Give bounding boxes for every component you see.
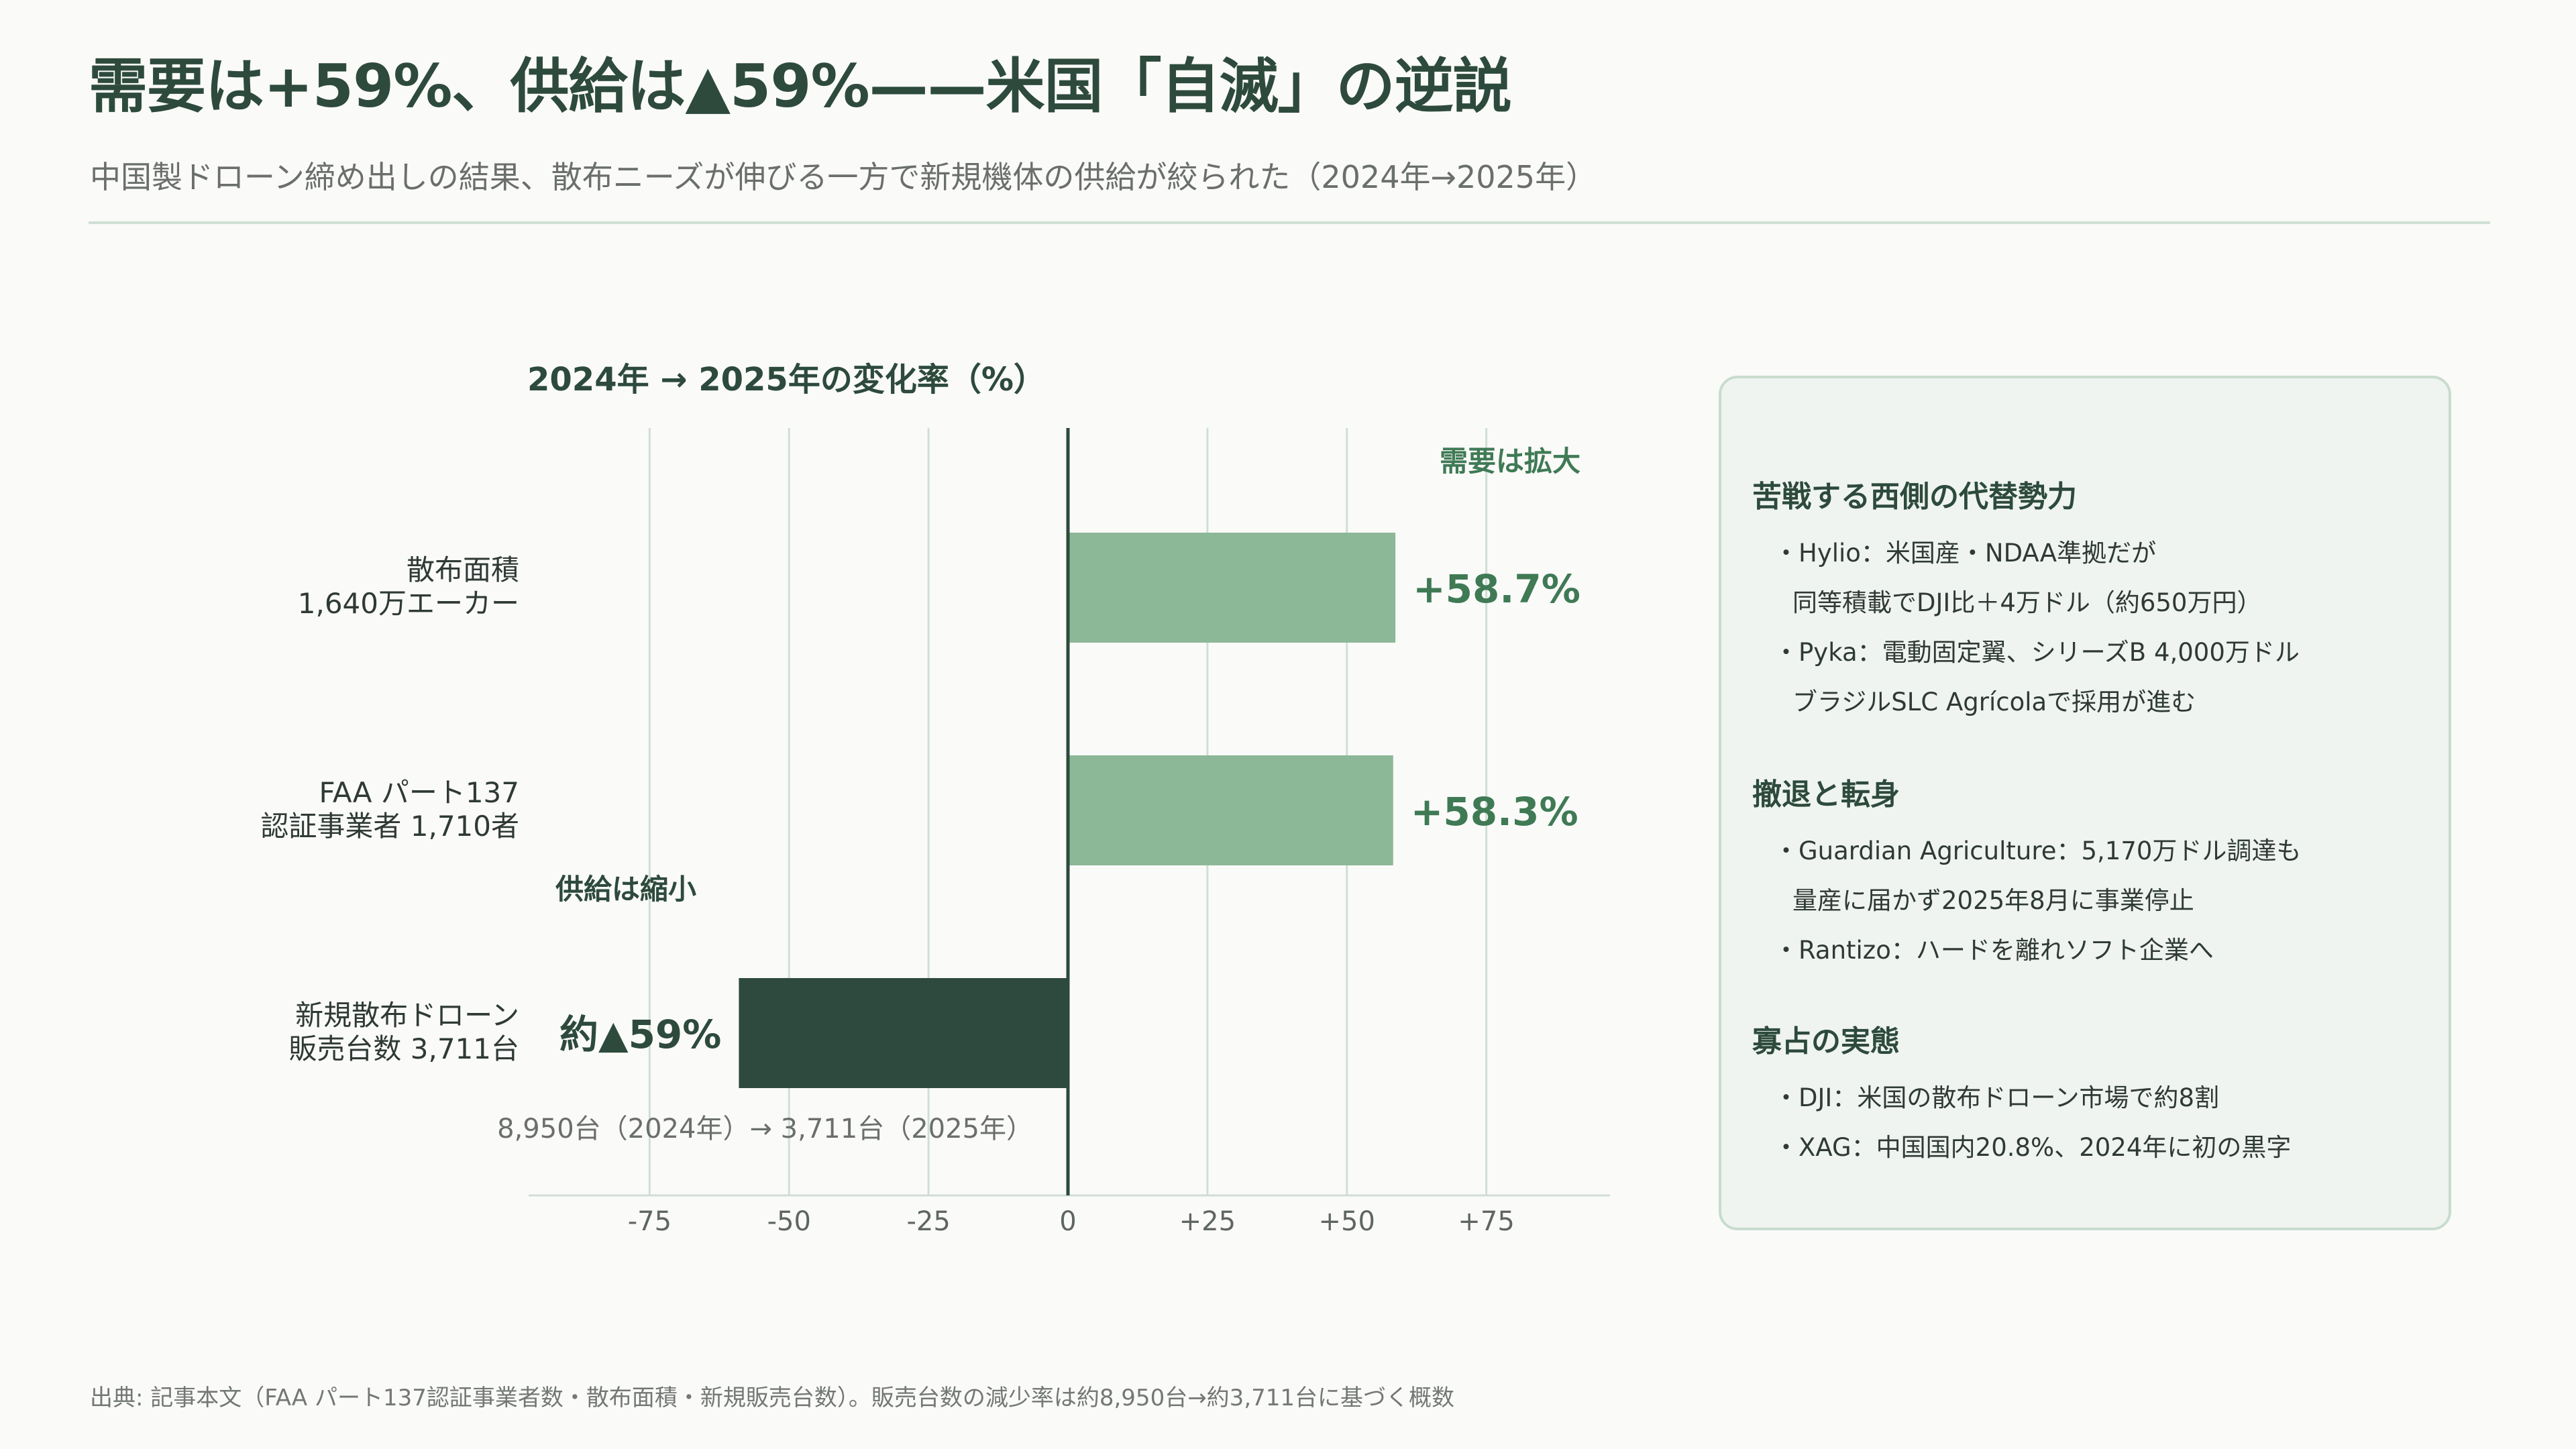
category-label-1-0: FAA パート137 — [319, 776, 519, 809]
category-label-0-1: 1,640万エーカー — [298, 587, 519, 620]
category-label-1-1: 認証事業者 1,710者 — [260, 810, 519, 843]
panel-section-title: 苦戦する西側の代替勢力 — [1752, 480, 2077, 514]
value-label-2: 約▲59% — [559, 1012, 721, 1057]
panel-section-title: 撤退と転身 — [1752, 777, 1900, 812]
bar-1 — [1068, 755, 1393, 865]
panel-section-title: 寡占の実態 — [1752, 1024, 1900, 1059]
x-tick-label-0: -75 — [628, 1206, 672, 1237]
value-label-1: +58.3% — [1411, 789, 1578, 835]
page-subtitle: 中国製ドローン締め出しの結果、散布ニーズが伸びる一方で新規機体の供給が絞られた（… — [90, 159, 1597, 195]
annotation-supply-shrink: 供給は縮小 — [555, 873, 696, 906]
annotation-demand-growth: 需要は拡大 — [1440, 445, 1580, 478]
x-tick-label-4: +25 — [1179, 1206, 1236, 1237]
value-label-0: +58.7% — [1413, 566, 1580, 612]
panel-bullet-line: ・Guardian Agriculture：5,170万ドル調達も — [1774, 837, 2302, 865]
chart-title: 2024年 → 2025年の変化率（%） — [527, 361, 1046, 398]
panel-bullet-line: 量産に届かず2025年8月に事業停止 — [1792, 886, 2194, 915]
panel-bullet-line: ・Hylio：米国産・NDAA準拠だが — [1774, 539, 2157, 568]
x-tick-label-5: +50 — [1319, 1206, 1375, 1237]
panel-bullet-line: ・XAG：中国国内20.8%、2024年に初の黒字 — [1774, 1133, 2292, 1162]
page-title: 需要は+59%、供給は▲59%——米国「自滅」の逆説 — [89, 52, 1512, 121]
x-tick-label-6: +75 — [1458, 1206, 1514, 1237]
bar-2 — [739, 978, 1068, 1088]
panel-bullet-line: ・DJI：米国の散布ドローン市場で約8割 — [1774, 1083, 2220, 1112]
panel-bullet-line: ・Pyka：電動固定翼、シリーズB 4,000万ドル — [1774, 638, 2300, 667]
info-panel: 苦戦する西側の代替勢力・Hylio：米国産・NDAA準拠だが同等積載でDJI比＋… — [1719, 376, 2451, 1230]
category-label-2-0: 新規散布ドローン — [295, 999, 519, 1032]
header-divider — [89, 221, 2490, 224]
source-note: 出典: 記事本文（FAA パート137認証事業者数・散布面積・新規販売台数）。販… — [90, 1385, 1455, 1411]
panel-bullet-line: ・Rantizo：ハードを離れソフト企業へ — [1774, 936, 2214, 965]
x-tick-label-2: -25 — [906, 1206, 950, 1237]
x-tick-label-1: -50 — [767, 1206, 811, 1237]
category-label-2-1: 販売台数 3,711台 — [288, 1032, 519, 1065]
bar-0 — [1068, 533, 1396, 643]
panel-bullet-line: 同等積載でDJI比＋4万ドル（約650万円） — [1792, 588, 2262, 617]
x-tick-label-3: 0 — [1059, 1206, 1076, 1237]
change-rate-bar-chart: 2024年 → 2025年の変化率（%） +58.7% +58.3% 約▲59% 散布面… — [260, 361, 1610, 1237]
panel-bullet-line: ブラジルSLC Agrícolaで採用が進む — [1792, 688, 2196, 716]
category-label-0-0: 散布面積 — [407, 553, 519, 586]
annotation-sales-change: 8,950台（2024年）→ 3,711台（2025年） — [497, 1114, 1033, 1144]
